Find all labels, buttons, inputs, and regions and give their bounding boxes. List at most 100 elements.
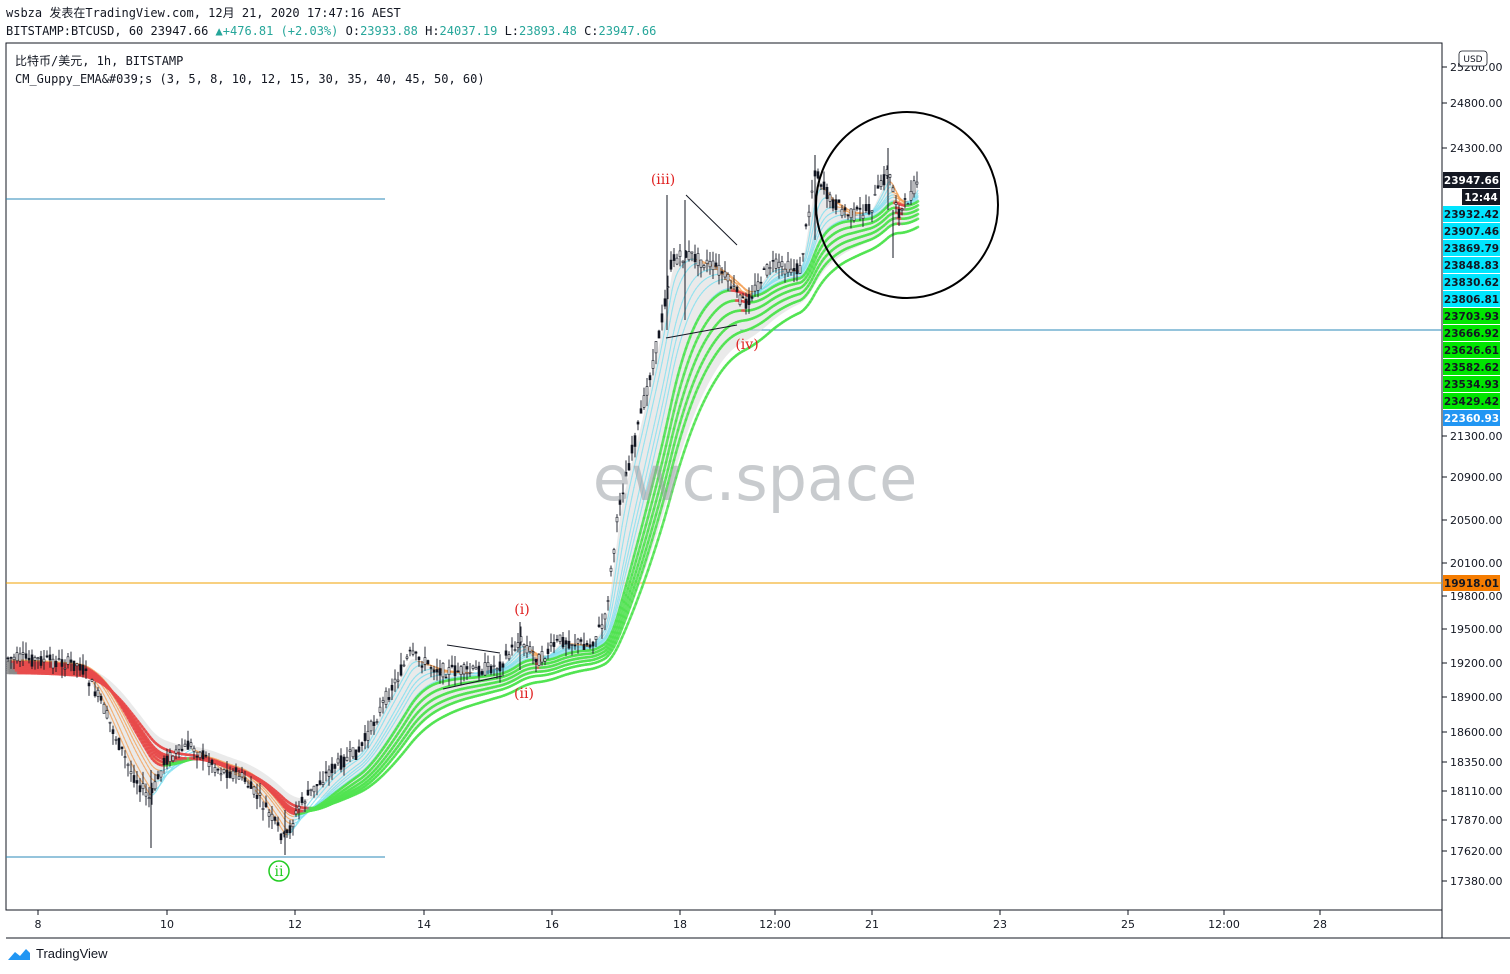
- fast-ema-segment: [633, 518, 637, 529]
- fast-ema-segment: [663, 387, 667, 398]
- slow-ema-segment: [670, 409, 676, 421]
- fast-ema-segment: [141, 755, 145, 760]
- fast-ema-segment: [135, 763, 139, 768]
- fast-ema-segment: [279, 812, 283, 817]
- fast-ema-segment: [647, 442, 651, 453]
- fast-ema-segment: [639, 433, 643, 444]
- fast-ema-segment: [375, 739, 379, 744]
- fast-ema-segment: [645, 467, 649, 478]
- fast-ema-segment: [405, 676, 409, 682]
- fast-ema-segment: [307, 801, 311, 806]
- slow-ema-segment: [914, 208, 920, 212]
- fast-ema-segment: [809, 253, 813, 260]
- fast-ema-segment: [635, 522, 639, 533]
- fast-ema-segment: [821, 218, 825, 223]
- fast-ema-segment: [765, 277, 769, 282]
- fast-ema-segment: [95, 681, 99, 686]
- fast-ema-segment: [665, 393, 669, 405]
- fast-ema-segment: [819, 199, 823, 204]
- fast-ema-segment: [671, 330, 675, 341]
- fast-ema-segment: [137, 766, 141, 772]
- fast-ema-segment: [683, 323, 687, 331]
- fast-ema-segment: [109, 698, 113, 703]
- slow-ema-segment: [664, 482, 670, 493]
- fast-ema-segment: [409, 680, 413, 685]
- fast-ema-segment: [609, 621, 613, 629]
- fast-ema-segment: [685, 318, 689, 325]
- fast-ema-segment: [697, 294, 701, 299]
- fast-ema-segment: [611, 609, 615, 619]
- fast-ema-segment: [133, 740, 137, 746]
- fast-ema-segment: [807, 255, 811, 262]
- fast-ema-segment: [625, 553, 629, 564]
- fast-ema-segment: [623, 525, 627, 538]
- fast-ema-segment: [103, 694, 107, 700]
- fast-ema-segment: [135, 751, 139, 756]
- fast-ema-segment: [675, 314, 679, 323]
- fast-ema-segment: [273, 803, 277, 808]
- fast-ema-segment: [139, 758, 143, 764]
- fast-ema-segment: [613, 607, 617, 617]
- fast-ema-segment: [605, 624, 609, 632]
- slow-ema-segment: [672, 419, 678, 431]
- fast-ema-segment: [617, 559, 621, 575]
- fast-ema-segment: [663, 369, 667, 381]
- slow-ema-segment: [666, 408, 672, 420]
- fast-ema-segment: [387, 724, 391, 729]
- fast-ema-segment: [119, 712, 123, 718]
- fast-ema-segment: [113, 714, 117, 721]
- slow-ema-segment: [668, 418, 674, 430]
- fast-ema-segment: [383, 735, 387, 740]
- fast-ema-segment: [693, 301, 697, 306]
- fast-ema-segment: [635, 495, 639, 506]
- fast-ema-segment: [801, 267, 805, 272]
- slow-ema-segment: [660, 469, 666, 480]
- slow-ema-segment: [646, 508, 652, 519]
- fast-ema-segment: [383, 709, 387, 715]
- fast-ema-segment: [627, 544, 631, 555]
- fast-ema-segment: [407, 689, 411, 695]
- fast-ema-segment: [109, 713, 113, 720]
- fast-ema-segment: [801, 260, 805, 269]
- fast-ema-segment: [113, 722, 117, 729]
- slow-ema-segment: [662, 444, 668, 456]
- fast-ema-segment: [379, 724, 383, 729]
- fast-ema-segment: [119, 707, 123, 713]
- fast-ema-segment: [121, 732, 125, 739]
- fast-ema-segment: [405, 686, 409, 692]
- fast-ema-segment: [625, 515, 629, 527]
- fast-ema-segment: [615, 553, 619, 570]
- fast-ema-segment: [811, 236, 815, 246]
- fast-ema-segment: [135, 743, 139, 749]
- fast-ema-segment: [607, 616, 611, 626]
- open-value: 23933.88: [360, 24, 418, 38]
- fast-ema-segment: [915, 195, 919, 198]
- fast-ema-segment: [393, 719, 397, 724]
- fast-ema-segment: [377, 736, 381, 741]
- slow-ema-segment: [662, 426, 668, 438]
- fast-ema-segment: [367, 751, 371, 756]
- fast-ema-segment: [375, 747, 379, 752]
- fast-ema-segment: [609, 617, 613, 626]
- fast-ema-segment: [147, 772, 151, 778]
- fast-ema-segment: [615, 590, 619, 602]
- slow-ema-segment: [672, 401, 678, 413]
- fast-ema-segment: [649, 389, 653, 400]
- fast-ema-segment: [397, 712, 401, 718]
- fast-ema-segment: [915, 197, 919, 200]
- fast-ema-segment: [133, 747, 137, 753]
- fast-ema-segment: [681, 274, 685, 280]
- fast-ema-segment: [661, 352, 665, 364]
- fast-ema-segment: [125, 730, 129, 736]
- fast-ema-segment: [399, 679, 403, 685]
- fast-ema-segment: [605, 632, 609, 638]
- fast-ema-segment: [147, 783, 151, 789]
- fast-ema-segment: [111, 701, 115, 707]
- fast-ema-segment: [669, 339, 673, 351]
- slow-ema-segment: [662, 476, 668, 487]
- fast-ema-segment: [101, 696, 105, 702]
- fast-ema-segment: [385, 727, 389, 733]
- fast-ema-segment: [633, 504, 637, 515]
- slow-ema-segment: [646, 493, 652, 504]
